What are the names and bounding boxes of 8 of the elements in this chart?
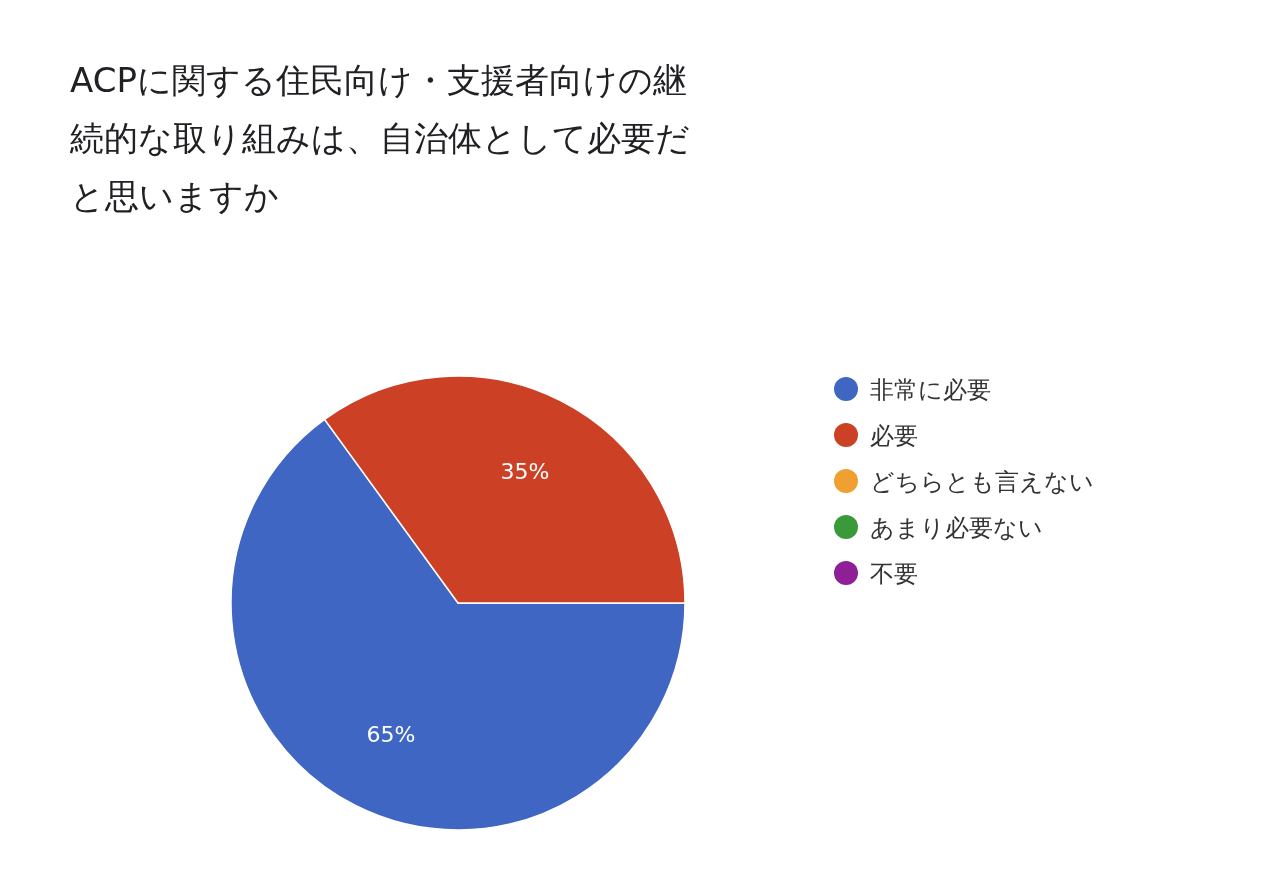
legend-label: あまり必要ない xyxy=(870,513,1043,542)
legend-label: どちらとも言えない xyxy=(870,467,1094,496)
data-label: 65% xyxy=(366,722,416,748)
legend-label: 必要 xyxy=(870,421,918,450)
legend-label: 不要 xyxy=(870,559,918,588)
legend-label: 非常に必要 xyxy=(870,375,991,404)
chart-title: ACPに関する住民向け・支援者向けの継続的な取り組みは、自治体として必要だと思いますか xyxy=(69,60,690,216)
data-label: 35% xyxy=(500,459,550,485)
